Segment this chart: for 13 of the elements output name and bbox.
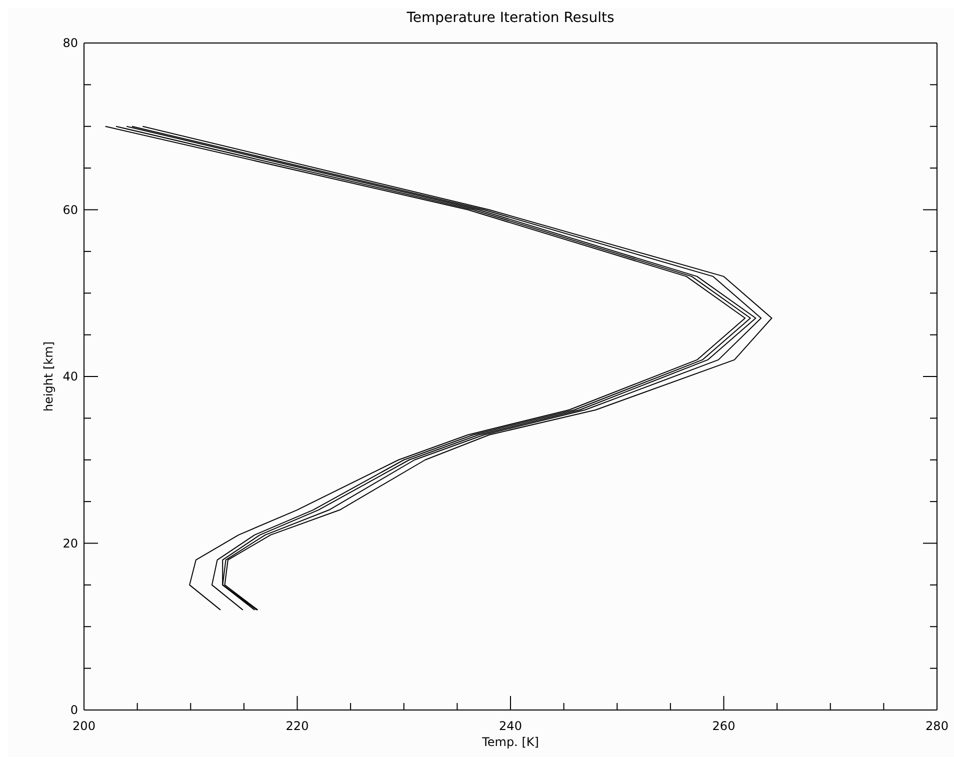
y-tick-label: 60: [62, 202, 78, 217]
y-axis-title: height [km]: [41, 341, 56, 412]
y-tick-label: 80: [62, 36, 78, 50]
y-tick-label: 40: [62, 370, 78, 384]
x-tick-label: 220: [286, 719, 309, 733]
x-axis-title: Temp. [K]: [481, 735, 539, 749]
chart-title: Temperature Iteration Results: [406, 10, 616, 26]
y-tick-label: 0: [70, 703, 78, 717]
x-tick-label: 280: [926, 719, 948, 733]
x-tick-label: 260: [712, 719, 736, 733]
x-tick-label: 240: [499, 719, 522, 733]
y-tick-label: 20: [62, 536, 78, 550]
x-tick-label: 200: [72, 719, 96, 733]
